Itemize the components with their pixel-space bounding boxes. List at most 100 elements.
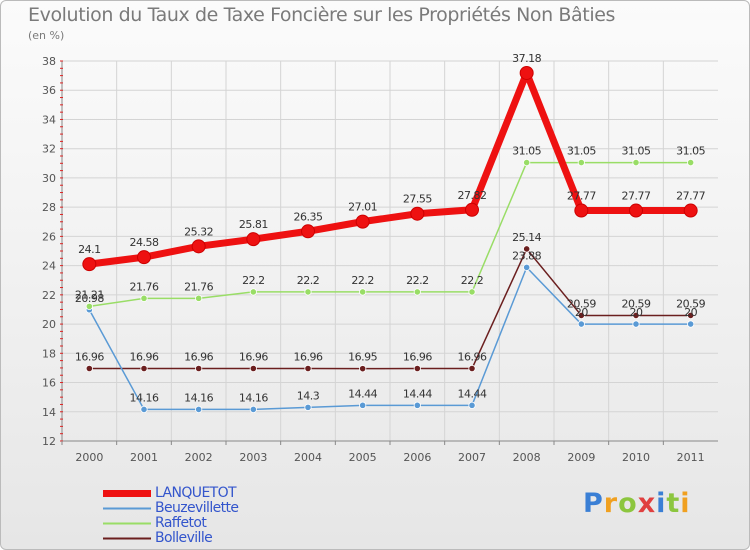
data-point-lanquetot-2003 [246, 232, 261, 247]
x-tick-label-2010: 2010 [622, 451, 650, 464]
legend-swatch-raffetot [103, 522, 151, 525]
series-line-bolleville [88, 248, 692, 370]
data-label-lanquetot-2002: 25.32 [184, 225, 213, 238]
data-label-raffetot-2001: 21.76 [130, 280, 159, 293]
legend-label-lanquetot: LANQUETOT [155, 485, 237, 501]
data-label-raffetot-2008: 31.05 [512, 145, 541, 158]
data-label-lanquetot-2005: 27.01 [348, 201, 377, 214]
y-tick-label-24: 24 [42, 260, 56, 273]
brand-logo-letter: i [680, 488, 691, 519]
legend: LANQUETOT Beuzevillette Raffetot Bollevi… [103, 485, 239, 546]
data-point-lanquetot-2011 [683, 203, 698, 218]
data-point-raffetot-2007 [468, 288, 476, 296]
data-label-beuzevillette-2009: 20 [575, 306, 588, 319]
legend-label-raffetot: Raffetot [155, 515, 207, 531]
data-point-beuzevillette-2006 [413, 401, 421, 409]
data-point-beuzevillette-2005 [359, 401, 367, 409]
series-line-raffetot [88, 161, 692, 308]
data-point-raffetot-2008 [523, 158, 531, 167]
y-tick-label-26: 26 [42, 230, 56, 243]
data-label-bolleville-2002: 16.96 [184, 351, 213, 364]
chart-title: Evolution du Taux de Taxe Foncière sur l… [28, 4, 616, 26]
y-tick-label-16: 16 [42, 377, 56, 390]
series-line-beuzevillette [88, 266, 692, 411]
data-label-bolleville-2010: 20.59 [622, 297, 651, 310]
data-point-lanquetot-2010 [629, 203, 643, 218]
series-line-lanquetot [85, 69, 695, 268]
data-label-beuzevillette-2006: 14.44 [403, 387, 432, 400]
data-label-beuzevillette-2005: 14.44 [348, 387, 377, 400]
data-label-lanquetot-2001: 24.58 [130, 236, 159, 249]
data-point-lanquetot-2009 [574, 203, 589, 218]
data-point-raffetot-2004 [304, 288, 312, 296]
data-label-raffetot-2010: 31.05 [622, 145, 651, 158]
data-point-bolleville-2007 [468, 364, 476, 373]
legend-label-beuzevillette: Beuzevillette [155, 500, 239, 516]
brand-logo: Proxiti [583, 488, 691, 519]
data-point-raffetot-2005 [359, 288, 367, 296]
data-point-beuzevillette-2002 [195, 405, 203, 414]
legend-item-raffetot: Raffetot [103, 516, 238, 531]
y-tick-label-14: 14 [42, 406, 56, 419]
legend-swatch-lanquetot [103, 490, 151, 497]
data-label-bolleville-2004: 16.96 [294, 351, 323, 364]
data-point-raffetot-2011 [687, 158, 695, 167]
data-label-bolleville-2009: 20.59 [567, 297, 596, 310]
data-point-bolleville-2008 [523, 245, 531, 253]
x-tick-label-2007: 2007 [458, 451, 486, 464]
x-tick-label-2011: 2011 [677, 451, 705, 464]
data-point-lanquetot-2006 [410, 206, 425, 221]
data-label-lanquetot-2009: 27.77 [567, 190, 596, 203]
legend-item-beuzevillette: Beuzevillette [103, 500, 239, 516]
data-point-bolleville-2001 [140, 364, 148, 373]
data-label-beuzevillette-2004: 14.3 [297, 389, 320, 402]
data-label-beuzevillette-2011: 20 [684, 306, 697, 319]
data-point-lanquetot-2000 [82, 257, 97, 272]
data-label-bolleville-2000: 16.96 [75, 351, 104, 364]
legend-swatch-bolleville [103, 537, 151, 540]
data-label-lanquetot-2007: 27.82 [458, 189, 487, 202]
data-label-lanquetot-2008: 37.18 [512, 52, 541, 65]
data-point-beuzevillette-2001 [140, 405, 148, 414]
data-label-lanquetot-2004: 26.35 [294, 210, 323, 223]
y-tick-label-36: 36 [42, 84, 56, 97]
data-label-bolleville-2007: 16.96 [458, 351, 487, 364]
x-tick-label-2006: 2006 [403, 451, 431, 464]
brand-logo-letter: o [618, 488, 638, 519]
data-point-raffetot-2003 [249, 288, 257, 296]
data-label-raffetot-2005: 22.2 [351, 274, 374, 287]
x-tick-label-2009: 2009 [567, 451, 595, 464]
brand-logo-letter: t [666, 488, 681, 519]
y-tick-label-22: 22 [42, 289, 56, 302]
data-point-beuzevillette-2007 [468, 401, 476, 409]
data-label-raffetot-2011: 31.05 [676, 145, 705, 158]
data-point-bolleville-2009 [577, 311, 585, 320]
data-label-raffetot-2006: 22.2 [406, 274, 429, 287]
data-point-lanquetot-2002 [191, 239, 206, 254]
y-tick-label-38: 38 [42, 55, 56, 68]
data-point-raffetot-2006 [413, 288, 421, 296]
x-tick-label-2000: 2000 [75, 451, 103, 464]
data-point-lanquetot-2008 [519, 65, 534, 80]
data-label-beuzevillette-2000: 20.98 [75, 292, 104, 305]
x-tick-label-2008: 2008 [513, 451, 541, 464]
brand-logo-letter: x [637, 488, 657, 519]
data-point-lanquetot-2007 [465, 202, 479, 217]
data-point-bolleville-2003 [249, 364, 257, 373]
x-tick-label-2002: 2002 [185, 451, 213, 464]
data-point-beuzevillette-2003 [249, 405, 257, 414]
x-tick-label-2004: 2004 [294, 451, 322, 464]
data-label-bolleville-2006: 16.96 [403, 351, 432, 364]
y-tick-label-12: 12 [42, 435, 56, 448]
data-point-bolleville-2000 [85, 364, 93, 373]
data-point-lanquetot-2005 [355, 214, 370, 229]
y-tick-label-34: 34 [42, 113, 56, 126]
legend-label-bolleville: Bolleville [155, 530, 213, 546]
data-label-bolleville-2011: 20.59 [676, 297, 705, 310]
data-point-bolleville-2010 [632, 311, 640, 320]
data-label-raffetot-2009: 31.05 [567, 145, 596, 158]
y-tick-label-32: 32 [42, 143, 56, 156]
legend-item-bolleville: Bolleville [103, 531, 238, 546]
data-point-beuzevillette-2008 [523, 263, 531, 271]
